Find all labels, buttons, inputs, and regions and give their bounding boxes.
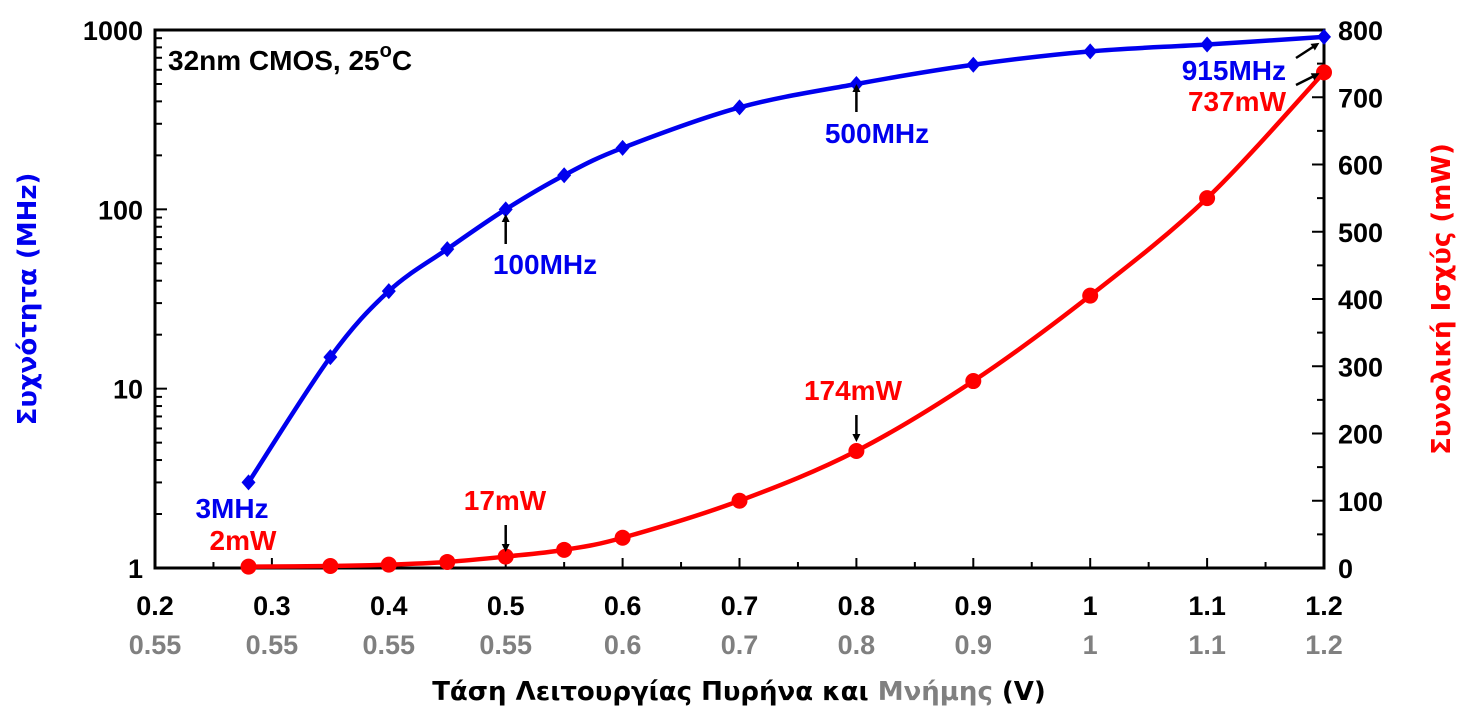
frequency-point	[557, 167, 572, 184]
x-tick-label-memory: 0.55	[129, 630, 182, 660]
x-tick-label-memory: 1.1	[1188, 630, 1226, 660]
y-right-tick-label: 200	[1338, 420, 1383, 450]
x-tick-label: 0.9	[955, 591, 993, 621]
frequency-point	[323, 349, 338, 366]
annotation-arrow	[1295, 73, 1320, 87]
power-point	[240, 558, 257, 575]
y-right-tick-label: 500	[1338, 218, 1383, 248]
y-right-tick-label: 100	[1338, 487, 1383, 517]
x-tick-label-memory: 0.9	[955, 630, 993, 660]
x-tick-label: 0.6	[604, 591, 642, 621]
power-point	[1316, 64, 1332, 81]
annotation-label: 174mW	[804, 375, 903, 406]
annotation-label: 3MHz	[195, 493, 268, 524]
frequency-point	[1200, 36, 1215, 53]
power-point	[614, 529, 631, 546]
x-tick-label: 0.5	[487, 591, 525, 621]
x-tick-label: 1.1	[1188, 591, 1226, 621]
x-tick-label: 1.2	[1305, 591, 1343, 621]
power-series-line	[248, 70, 1326, 569]
annotation-arrow	[1295, 42, 1320, 60]
x-tick-label-memory: 0.55	[246, 630, 299, 660]
y-left-tick-label: 10	[113, 375, 143, 405]
frequency-point	[381, 283, 396, 300]
annotation-label: 737mW	[1188, 86, 1287, 117]
x-axis-title: Τάση Λειτουργίας Πυρήνα και Μνήμης (V)	[432, 677, 1046, 707]
y-right-tick-label: 700	[1338, 83, 1383, 113]
y-right-tick-label: 800	[1338, 16, 1383, 46]
x-tick-label: 0.4	[370, 591, 408, 621]
power-point	[731, 492, 748, 509]
frequency-point	[615, 139, 630, 156]
power-point	[322, 557, 339, 574]
annotation-label: 17mW	[464, 485, 547, 516]
frequency-point	[1317, 28, 1331, 45]
x-tick-label: 1	[1083, 591, 1098, 621]
frequency-point	[732, 99, 747, 116]
y-right-tick-label: 400	[1338, 285, 1383, 315]
x-tick-label-memory: 0.55	[479, 630, 532, 660]
x-tick-label: 0.8	[838, 591, 876, 621]
power-point	[1199, 190, 1216, 207]
y-right-tick-label: 600	[1338, 151, 1383, 181]
power-point	[965, 373, 982, 390]
frequency-point	[966, 56, 981, 73]
frequency-point	[440, 241, 455, 258]
annotation-label: 500MHz	[825, 118, 929, 149]
power-point	[556, 541, 573, 558]
power-point	[439, 553, 456, 570]
x-tick-label: 0.7	[721, 591, 759, 621]
x-tick-label-memory: 1.2	[1305, 630, 1343, 660]
y-left-axis-title: Συχνότητα (MHz)	[13, 173, 43, 426]
y-left-tick-label: 1000	[83, 16, 143, 46]
power-point	[497, 548, 514, 565]
y-left-tick-label: 1	[128, 554, 143, 584]
frequency-series-line	[246, 34, 1325, 484]
annotation-label: 2mW	[210, 525, 277, 556]
x-tick-label-memory: 0.7	[721, 630, 759, 660]
x-tick-label-memory: 1	[1083, 630, 1098, 660]
condition-label: 32nm CMOS, 25oC	[168, 40, 412, 76]
frequency-point	[1083, 43, 1098, 60]
x-tick-label-memory: 0.55	[363, 630, 416, 660]
annotation-label: 100MHz	[493, 249, 597, 280]
power-point	[380, 556, 397, 573]
x-tick-label: 0.2	[136, 591, 174, 621]
x-tick-label-memory: 0.6	[604, 630, 642, 660]
x-tick-label-memory: 0.8	[838, 630, 876, 660]
power-point	[1082, 287, 1099, 304]
y-right-axis-title: Συνολική Ισχύς (mW)	[1427, 143, 1457, 455]
y-left-tick-label: 100	[98, 195, 143, 225]
y-right-tick-label: 0	[1338, 554, 1353, 584]
y-right-tick-label: 300	[1338, 352, 1383, 382]
frequency-point	[241, 474, 256, 491]
power-point	[848, 442, 865, 459]
frequency-point	[498, 201, 513, 218]
x-tick-label: 0.3	[253, 591, 291, 621]
annotation-label: 915MHz	[1182, 55, 1286, 86]
